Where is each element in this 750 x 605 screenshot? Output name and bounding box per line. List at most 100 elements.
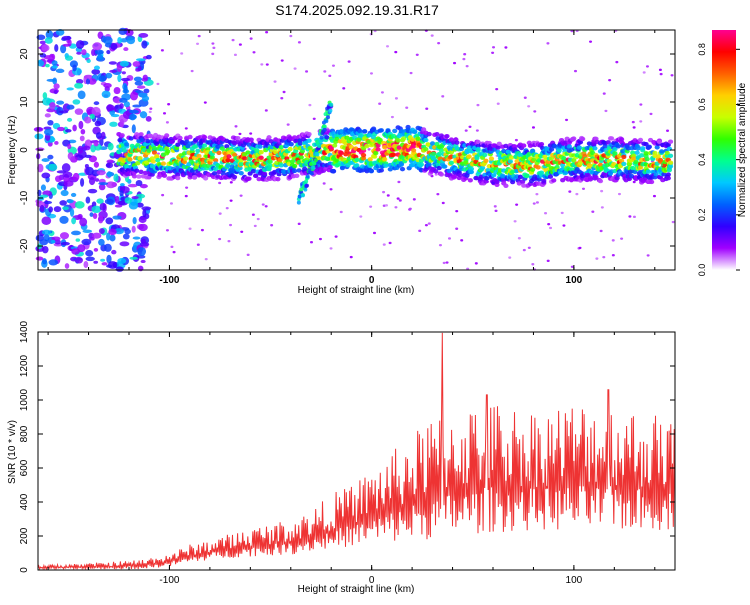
spectrogram-cell bbox=[161, 193, 165, 197]
spectrogram-cell bbox=[426, 131, 432, 137]
spectrogram-cell bbox=[600, 206, 604, 209]
spectrogram-cell bbox=[460, 239, 464, 242]
spectrogram-cell bbox=[160, 49, 164, 52]
spectrogram-cell bbox=[430, 34, 434, 37]
spectrogram-cell bbox=[642, 71, 646, 74]
spectrogram-cell bbox=[475, 139, 481, 145]
spectrogram-cell bbox=[396, 145, 402, 150]
spectrogram-cell bbox=[165, 149, 171, 154]
spectrogram-cell bbox=[332, 143, 338, 148]
spectrogram-cell bbox=[193, 144, 199, 149]
spectrogram-cell bbox=[334, 235, 338, 238]
spectrogram-cell bbox=[318, 237, 322, 241]
spectrogram-cell bbox=[48, 206, 53, 213]
spectrogram-cell bbox=[600, 189, 604, 193]
spectrogram-cell bbox=[438, 172, 445, 177]
spectrogram-x-tick-label: 0 bbox=[369, 275, 375, 286]
spectrogram-cell bbox=[382, 190, 386, 194]
spectrogram-cell bbox=[115, 266, 124, 272]
spectrogram-cell bbox=[37, 163, 44, 173]
spectrogram-cell bbox=[62, 43, 71, 47]
spectrogram-cell bbox=[134, 80, 144, 86]
spectrogram-cell bbox=[373, 150, 379, 156]
spectrogram-cell bbox=[433, 169, 439, 174]
spectrogram-cell bbox=[562, 224, 566, 227]
spectrogram-cell bbox=[117, 137, 123, 143]
spectrogram-cell bbox=[323, 70, 327, 73]
spectrogram-cell bbox=[664, 150, 670, 156]
spectrogram-cell bbox=[398, 199, 402, 202]
spectrogram-cell bbox=[41, 44, 50, 52]
spectrogram-cell bbox=[455, 209, 459, 213]
spectrogram-cell bbox=[602, 255, 606, 259]
spectrogram-cell bbox=[156, 82, 160, 86]
spectrogram-cell bbox=[532, 202, 536, 205]
spectrogram-cell bbox=[85, 78, 91, 85]
spectrogram-cell bbox=[258, 155, 264, 160]
spectrogram-cell bbox=[116, 64, 123, 72]
spectrogram-cell bbox=[91, 106, 101, 116]
spectrogram-cell bbox=[253, 224, 257, 228]
colorbar: 0.0 0.2 0.4 0.6 0.8 Normalized spectral ampl… bbox=[697, 30, 748, 276]
spectrogram-cell bbox=[412, 129, 418, 135]
spectrogram-cell bbox=[445, 261, 449, 264]
spectrogram-cell bbox=[136, 85, 146, 89]
spectrogram-cell bbox=[292, 168, 298, 174]
spectrogram-cell bbox=[131, 195, 139, 200]
spectrogram-cell bbox=[434, 173, 438, 176]
spectrogram-cell bbox=[86, 58, 91, 64]
spectrogram-cell bbox=[536, 177, 542, 182]
spectrogram-cell bbox=[665, 172, 671, 177]
spectrogram-cell bbox=[42, 258, 47, 265]
spectrogram-cell bbox=[436, 165, 442, 171]
spectrogram-cell bbox=[640, 146, 646, 151]
spectrogram-cell bbox=[312, 161, 317, 166]
spectrogram-cell bbox=[98, 182, 109, 186]
snr-x-tick-label: 100 bbox=[566, 575, 583, 586]
spectrogram-cell bbox=[139, 111, 148, 119]
spectrogram-cell bbox=[297, 222, 301, 226]
spectrogram-cell bbox=[549, 226, 553, 230]
snr-y-tick-label: 1400 bbox=[19, 320, 30, 343]
spectrogram-cell bbox=[44, 37, 53, 44]
spectrogram-cell bbox=[347, 60, 351, 63]
spectrogram-cell bbox=[59, 232, 69, 240]
spectrogram-cell bbox=[117, 36, 123, 44]
spectrogram-cell bbox=[661, 172, 667, 177]
spectrogram-cell bbox=[324, 119, 329, 124]
spectrogram-cell bbox=[229, 199, 233, 202]
spectrogram-cell bbox=[45, 63, 50, 68]
spectrogram-cell bbox=[141, 40, 148, 49]
spectrogram-cell bbox=[503, 183, 509, 188]
spectrogram-cell bbox=[312, 117, 316, 120]
spectrogram-cell bbox=[85, 166, 94, 176]
spectrogram-cell bbox=[63, 180, 74, 187]
spectrogram-cell bbox=[113, 86, 121, 95]
spectrogram-cell bbox=[142, 209, 147, 218]
spectrogram-cell bbox=[527, 105, 531, 108]
spectrogram-cell bbox=[72, 64, 77, 72]
colorbar-label: Normalized spectral amplitude bbox=[737, 82, 748, 217]
spectrogram-cell bbox=[264, 205, 268, 208]
spectrogram-cell bbox=[233, 53, 237, 57]
spectrogram-cell bbox=[597, 178, 604, 184]
spectrogram-cell bbox=[172, 250, 176, 254]
spectrogram-cell bbox=[196, 153, 202, 159]
spectrogram-cell bbox=[84, 116, 92, 124]
spectrogram-cell bbox=[568, 190, 572, 193]
spectrogram-cell bbox=[251, 213, 255, 216]
snr-y-tick-label: 600 bbox=[19, 459, 30, 476]
spectrogram-cell bbox=[124, 142, 130, 147]
spectrogram-cell bbox=[382, 157, 388, 162]
spectrogram-cell bbox=[241, 156, 248, 161]
spectrogram-cell bbox=[60, 44, 67, 54]
spectrogram-cell bbox=[319, 135, 324, 140]
spectrogram-cell bbox=[138, 132, 144, 137]
spectrogram-cell bbox=[141, 77, 149, 82]
spectrogram-cell bbox=[54, 239, 61, 245]
spectrogram-cell bbox=[667, 160, 674, 165]
spectrogram-cell bbox=[316, 160, 322, 165]
spectrogram-cell bbox=[266, 135, 272, 140]
spectrogram-cell bbox=[609, 136, 615, 141]
